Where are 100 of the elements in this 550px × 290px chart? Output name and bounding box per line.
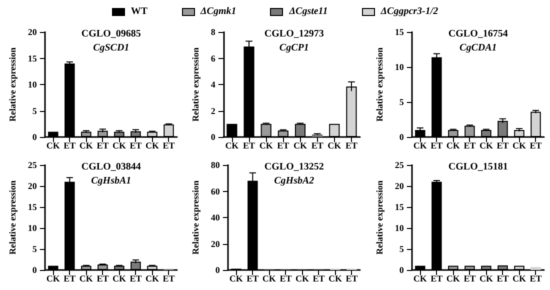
x-tick-label: ET — [313, 274, 326, 284]
text: CgSCD1 — [93, 42, 130, 54]
y-tick-label: 2 — [211, 106, 216, 116]
legend-label: ΔCggpcr3-1/2 — [380, 6, 438, 17]
y-tick-label: 10 — [394, 62, 404, 72]
x-tick-label: CK — [294, 140, 308, 150]
y-tick-label: 8 — [211, 27, 216, 37]
y-tick-label: 5 — [398, 97, 404, 107]
x-tick-label: ET — [430, 140, 442, 150]
chart-title: CGLO_16754 — [448, 28, 508, 40]
x-tick-label: ET — [496, 274, 508, 284]
y-tick-label: 15 — [28, 202, 38, 212]
x-tick-label: ET — [130, 140, 142, 150]
chart-title: CGLO_12973 — [264, 28, 324, 40]
x-tick-label: CK — [46, 274, 60, 284]
x-tick-label: CK — [446, 140, 460, 150]
y-tick-label: 15 — [28, 53, 38, 64]
y-tick-label: 0 — [32, 132, 38, 142]
x-tick-label: CK — [46, 140, 60, 150]
x-tick-label: ET — [430, 274, 442, 284]
chart-title: CGLO_13252 — [264, 162, 324, 172]
text: CgHsbA2 — [274, 176, 314, 186]
legend-label: WT — [130, 6, 148, 17]
y-tick-label: 10 — [28, 223, 38, 233]
x-tick-label: ET — [280, 274, 292, 284]
x-tick-label: CK — [225, 140, 239, 150]
x-tick-label: ET — [529, 274, 542, 284]
x-tick-label: CK — [260, 140, 274, 150]
y-tick-label: 80 — [211, 160, 221, 170]
x-tick-label: CK — [112, 140, 126, 150]
x-tick-label: ET — [346, 274, 358, 284]
x-tick-label: CK — [145, 140, 159, 150]
y-tick-label: 5 — [32, 106, 38, 116]
y-tick-label: 20 — [394, 181, 404, 191]
y-tick-label: 0 — [216, 265, 221, 275]
y-tick-label: 20 — [211, 238, 221, 249]
y-tick-label: 0 — [32, 265, 38, 275]
x-tick-label: ET — [130, 274, 142, 284]
x-tick-label: CK — [79, 140, 93, 150]
x-tick-label: CK — [413, 140, 426, 150]
y-tick-label: 5 — [32, 244, 38, 254]
x-tick-label: ET — [312, 140, 324, 150]
y-tick-label: 15 — [394, 202, 404, 212]
y-axis-title: Relative expression — [190, 47, 201, 122]
x-tick-label: CK — [479, 140, 493, 150]
x-tick-label: CK — [230, 274, 244, 284]
y-tick-label: 15 — [394, 27, 404, 37]
bar — [530, 267, 540, 270]
x-tick-label: ET — [64, 274, 76, 284]
y-axis-title: Relative expression — [374, 180, 384, 255]
legend-label: ΔCgmk1 — [200, 6, 236, 17]
x-tick-label: CK — [479, 274, 493, 284]
x-tick-label: CK — [446, 274, 460, 284]
x-tick-label: CK — [413, 274, 426, 284]
y-tick-label: 0 — [211, 132, 216, 142]
y-tick-label: 4 — [211, 80, 216, 90]
x-tick-label: CK — [79, 274, 93, 284]
x-tick-label: ET — [277, 140, 290, 150]
y-tick-label: 25 — [28, 160, 38, 170]
x-tick-label: ET — [246, 274, 259, 284]
x-tick-label: ET — [346, 140, 358, 150]
x-tick-label: CK — [262, 274, 276, 284]
y-tick-label: 10 — [28, 80, 38, 90]
x-tick-label: CK — [328, 274, 342, 284]
y-axis-title: Relative expression — [8, 47, 18, 122]
legend-label: ΔCgste11 — [289, 6, 328, 17]
y-tick-label: 5 — [398, 244, 404, 254]
y-tick-label: 0 — [398, 265, 404, 275]
y-tick-label: 6 — [211, 53, 216, 64]
x-tick-label: CK — [512, 274, 526, 284]
x-tick-label: CK — [512, 140, 526, 150]
x-tick-label: CK — [145, 274, 159, 284]
text: CgHsbA1 — [91, 176, 132, 186]
x-tick-label: ET — [162, 274, 175, 284]
x-tick-label: ET — [496, 140, 508, 150]
x-tick-label: ET — [96, 140, 109, 150]
x-tick-label: CK — [112, 274, 126, 284]
text: CgCP1 — [280, 42, 310, 54]
y-tick-label: 60 — [211, 186, 221, 196]
x-tick-label: ET — [529, 140, 542, 150]
y-axis-title: Relative expression — [8, 180, 18, 255]
y-tick-label: 10 — [394, 223, 404, 233]
y-tick-label: 20 — [28, 27, 38, 37]
chart-title: CGLO_15181 — [448, 162, 508, 172]
x-tick-label: ET — [463, 274, 476, 284]
x-tick-label: ET — [243, 140, 256, 150]
x-tick-label: ET — [96, 274, 109, 284]
y-tick-label: 0 — [398, 132, 404, 142]
x-tick-label: CK — [296, 274, 310, 284]
y-tick-label: 40 — [211, 212, 221, 222]
x-tick-label: ET — [64, 140, 76, 150]
text: CgCDA1 — [459, 42, 496, 54]
y-tick-label: 25 — [394, 160, 404, 170]
bar — [312, 134, 323, 137]
chart-title: CGLO_03844 — [81, 162, 141, 172]
y-axis-title: Relative expression — [190, 180, 201, 255]
y-axis-title: Relative expression — [374, 47, 384, 122]
chart-title: CGLO_09685 — [81, 28, 141, 40]
y-tick-label: 20 — [28, 181, 38, 191]
x-tick-label: CK — [328, 140, 342, 150]
